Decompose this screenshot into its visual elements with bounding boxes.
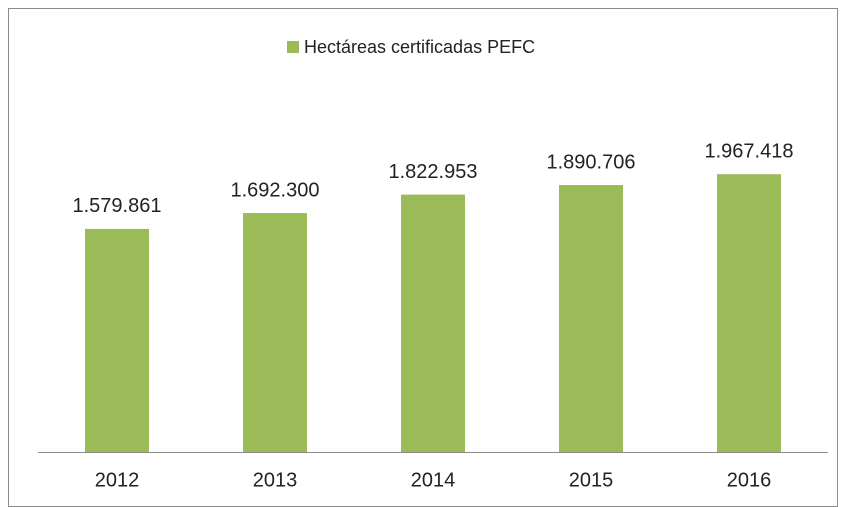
bar [717,174,781,453]
bar [559,185,623,452]
x-tick-label: 2016 [727,469,772,491]
value-label: 1.890.706 [547,151,636,173]
legend-label: Hectáreas certificadas PEFC [304,37,535,57]
bar [401,194,465,452]
legend-swatch [287,41,299,53]
x-tick-label: 2013 [253,469,298,491]
x-tick-label: 2012 [95,469,140,491]
value-label: 1.822.953 [389,161,478,183]
value-label: 1.692.300 [231,179,320,201]
bar [243,213,307,452]
value-label: 1.579.861 [73,195,162,217]
x-tick-label: 2014 [411,469,456,491]
bar [85,228,149,452]
value-label: 1.967.418 [705,140,794,162]
x-tick-label: 2015 [569,469,614,491]
